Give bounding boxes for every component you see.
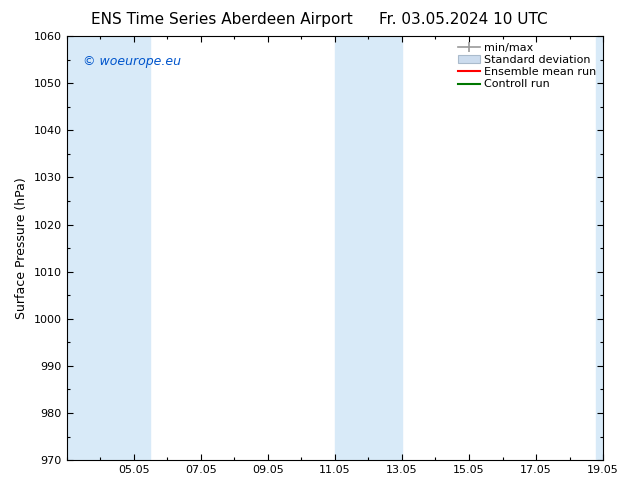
Text: ENS Time Series Aberdeen Airport: ENS Time Series Aberdeen Airport xyxy=(91,12,353,27)
Legend: min/max, Standard deviation, Ensemble mean run, Controll run: min/max, Standard deviation, Ensemble me… xyxy=(454,40,600,93)
Y-axis label: Surface Pressure (hPa): Surface Pressure (hPa) xyxy=(15,177,28,319)
Bar xyxy=(597,36,603,460)
Text: Fr. 03.05.2024 10 UTC: Fr. 03.05.2024 10 UTC xyxy=(378,12,547,27)
Bar xyxy=(335,36,402,460)
Bar xyxy=(67,36,150,460)
Text: © woeurope.eu: © woeurope.eu xyxy=(82,55,181,68)
